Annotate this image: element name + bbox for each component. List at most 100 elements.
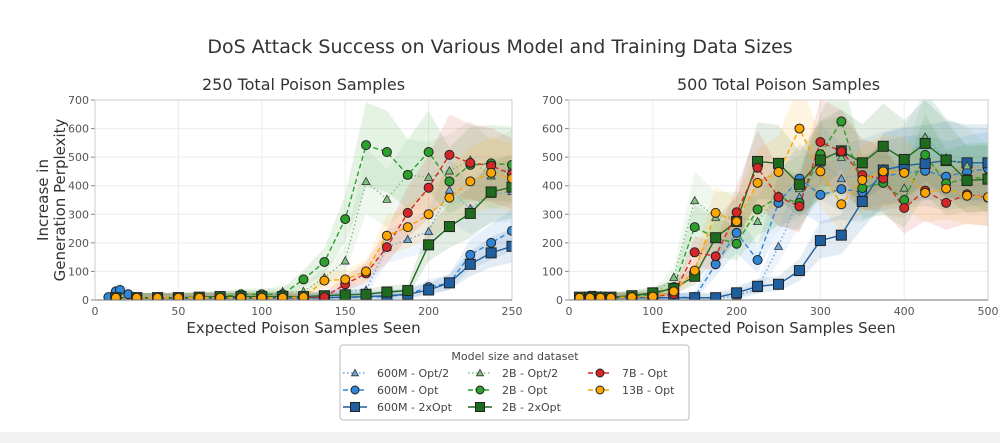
y-axis-label: Generation Perplexity xyxy=(51,118,69,281)
data-point xyxy=(689,222,700,233)
data-point xyxy=(507,173,512,184)
data-point xyxy=(731,216,742,227)
y-axis-label: Increase in xyxy=(34,159,52,241)
data-point xyxy=(899,183,909,192)
data-point xyxy=(752,162,763,173)
legend-label: 7B - Opt xyxy=(622,367,668,380)
x-tick-label: 400 xyxy=(894,305,915,318)
legend-label: 2B - Opt/2 xyxy=(502,367,558,380)
data-point xyxy=(668,286,679,297)
data-point xyxy=(877,140,889,152)
data-point xyxy=(815,189,826,200)
data-point xyxy=(361,176,371,186)
data-point xyxy=(381,286,393,298)
data-point xyxy=(486,237,497,248)
data-point xyxy=(574,292,585,300)
data-point xyxy=(835,229,847,241)
data-point xyxy=(464,207,476,219)
data-point xyxy=(340,256,350,265)
legend-title: Model size and dataset xyxy=(451,350,579,363)
data-point xyxy=(710,232,722,244)
y-tick-label: 700 xyxy=(542,94,563,107)
subplot-title: 500 Total Poison Samples xyxy=(677,75,880,94)
data-point xyxy=(815,137,826,147)
data-point xyxy=(361,266,372,277)
data-point xyxy=(669,272,679,281)
legend-label: 600M - Opt/2 xyxy=(377,367,449,380)
x-tick-label: 300 xyxy=(810,305,831,318)
confidence-band xyxy=(115,154,512,300)
data-point xyxy=(793,265,805,277)
data-point xyxy=(298,274,309,285)
data-point xyxy=(836,152,847,161)
data-point xyxy=(898,153,910,165)
data-point xyxy=(443,277,455,289)
data-point xyxy=(962,160,972,170)
data-point xyxy=(485,186,497,198)
data-point xyxy=(465,249,476,260)
data-point xyxy=(731,227,742,238)
data-point xyxy=(814,154,826,166)
data-point xyxy=(878,166,889,177)
data-point xyxy=(794,201,805,212)
data-point xyxy=(982,173,988,185)
data-point xyxy=(773,167,784,177)
legend-box xyxy=(339,344,690,421)
data-point xyxy=(647,291,658,300)
data-point xyxy=(506,181,512,193)
data-point xyxy=(423,239,435,251)
y-tick-label: 500 xyxy=(68,151,89,164)
data-point xyxy=(961,175,973,187)
data-point xyxy=(773,278,784,290)
legend-entry: 2B - Opt/2 xyxy=(468,367,558,380)
data-point xyxy=(689,292,701,300)
data-point xyxy=(836,184,847,195)
data-point xyxy=(773,192,784,203)
y-tick-label: 200 xyxy=(68,237,89,250)
data-point xyxy=(402,285,414,297)
data-point xyxy=(731,287,743,299)
y-tick-label: 0 xyxy=(556,294,563,307)
legend-marker xyxy=(475,385,485,395)
data-point xyxy=(689,265,700,276)
data-point xyxy=(173,292,184,300)
legend-entry: 600M - Opt/2 xyxy=(343,367,449,380)
data-point xyxy=(920,149,931,160)
data-point xyxy=(941,183,952,194)
data-point xyxy=(773,157,784,169)
legend-entry: 13B - Opt xyxy=(588,384,675,397)
data-point xyxy=(486,167,497,178)
data-point xyxy=(919,157,931,169)
plot-area xyxy=(103,102,512,300)
data-point xyxy=(752,177,763,188)
data-point xyxy=(752,280,764,292)
data-point xyxy=(381,242,392,253)
data-point xyxy=(402,207,413,218)
series-line xyxy=(115,159,512,299)
data-point xyxy=(856,195,868,207)
data-point xyxy=(444,166,455,175)
chart-figure: DoS Attack Success on Various Model and … xyxy=(34,36,999,421)
data-point xyxy=(381,147,392,157)
data-point xyxy=(710,292,722,300)
data-point xyxy=(403,234,413,244)
legend-marker xyxy=(595,368,605,378)
data-point xyxy=(962,190,973,201)
confidence-band xyxy=(115,158,512,300)
series-line xyxy=(579,126,988,299)
data-point xyxy=(584,292,595,300)
data-point xyxy=(773,241,784,250)
legend-label: 600M - Opt xyxy=(377,384,439,397)
data-point xyxy=(402,169,413,180)
data-point xyxy=(814,235,826,247)
confidence-band xyxy=(115,114,512,300)
data-point xyxy=(423,147,434,157)
data-point xyxy=(899,203,910,213)
data-point xyxy=(690,195,700,205)
subplot-2: 0 100 200 300 400 500 0 100 200 300 400 500 600 700 50… xyxy=(542,75,999,337)
data-point xyxy=(215,292,226,300)
data-point xyxy=(402,222,413,233)
x-tick-label: 100 xyxy=(642,305,663,318)
y-tick-label: 300 xyxy=(542,208,563,221)
